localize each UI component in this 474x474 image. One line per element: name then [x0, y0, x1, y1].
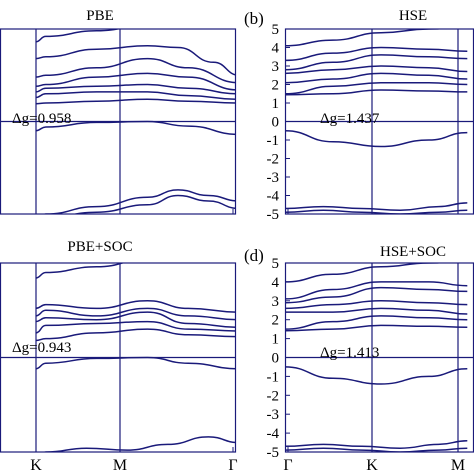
panel-d-gap-label: Δg=1.413	[320, 345, 379, 361]
panel-d-xtick-label: K	[366, 457, 378, 474]
panel-c-title: PBE+SOC	[67, 239, 132, 255]
panel-c-band-2	[35, 307, 236, 321]
panel-a-band-8	[42, 189, 236, 214]
panel-a-band-6	[35, 98, 236, 105]
panel-b-band-1	[285, 46, 468, 62]
panel-c-xtick-label: K	[30, 457, 42, 474]
panel-b-title: HSE	[399, 8, 427, 24]
panel-label-d: (d)	[244, 246, 264, 265]
panel-c-band-5	[35, 328, 236, 342]
panel-d-band-4	[285, 307, 468, 315]
panel-c-gap-label: Δg=0.943	[12, 340, 71, 356]
panel-b-band-5	[285, 81, 468, 95]
panel-b-gap-label: Δg=1.437	[320, 111, 380, 127]
panel-b-ytick-label: 5	[272, 22, 280, 38]
panel-c-band-7	[42, 436, 236, 452]
panel-d-band-5	[285, 315, 468, 330]
panel-a-band-2	[35, 57, 236, 84]
panel-c-band-0	[35, 263, 125, 279]
panel-b-band-4	[285, 72, 468, 84]
panel-d-ytick-label: -3	[267, 407, 280, 423]
panel-a-band-5	[35, 91, 236, 100]
panel-d-xtick-label: M	[451, 457, 465, 474]
panel-b-ytick-label: 4	[272, 41, 280, 57]
panel-b-ytick-label: 2	[272, 78, 280, 94]
panel-d-ytick-label: -5	[267, 445, 280, 461]
panel-d-band-2	[285, 286, 468, 304]
panel-a-gap-label: Δg=0.958	[12, 111, 71, 127]
panel-b-ytick-label: -4	[267, 189, 280, 205]
panel-b-ytick-label: -3	[267, 170, 280, 186]
panel-b-ytick-label: -5	[267, 207, 280, 223]
panel-a-band-7	[35, 120, 236, 136]
panel-a-band-1	[35, 44, 236, 76]
panel-d-ytick-label: 2	[272, 313, 280, 329]
panel-b-ytick-label: -2	[267, 152, 280, 168]
panel-d-ytick-label: -1	[267, 369, 280, 385]
panel-d-ytick-label: 5	[272, 256, 280, 272]
panel-c-band-4	[35, 320, 236, 334]
panel-b-ytick-label: -1	[267, 133, 280, 149]
panel-d-band-0	[285, 263, 447, 283]
panel-d-ytick-label: -2	[267, 388, 280, 404]
panel-b-band-2	[285, 54, 468, 71]
panel-d-ytick-label: 1	[272, 332, 280, 348]
panel-d-band-6	[285, 324, 468, 332]
panel-c-xtick-label: Γ	[228, 457, 237, 474]
panel-c-xtick-label: M	[113, 457, 127, 474]
panel-a-band-0	[35, 29, 122, 43]
panel-b-band-9	[285, 209, 468, 214]
panel-b-ytick-label: 3	[272, 59, 280, 75]
panel-d-band-8	[285, 439, 468, 449]
panel-a-band-3	[35, 72, 236, 91]
panel-b-ytick-label: 0	[272, 115, 280, 131]
panel-b-band-0	[285, 29, 447, 47]
panel-d-ytick-label: 3	[272, 294, 280, 310]
panel-b-band-8	[285, 202, 468, 212]
panel-a-band-9	[72, 194, 236, 214]
panel-b-band-3	[285, 65, 468, 75]
panel-d-band-7	[285, 366, 468, 385]
panel-a-title: PBE	[86, 8, 114, 24]
panel-c-band-3	[35, 311, 236, 328]
panel-d-title: HSE+SOC	[380, 244, 446, 260]
panel-d-band-9	[285, 447, 468, 452]
panel-b-band-7	[285, 130, 468, 148]
panel-b-ytick-label: 1	[272, 96, 280, 112]
panel-d-xtick-label: Γ	[283, 457, 292, 474]
panel-a-band-4	[35, 83, 236, 95]
panel-d-ytick-label: -4	[267, 426, 280, 442]
panel-c-band-6	[35, 356, 236, 370]
panel-b-band-6	[285, 89, 468, 96]
panel-c-band-1	[35, 300, 236, 313]
panel-label-b: (b)	[244, 9, 264, 28]
panel-d-band-3	[285, 300, 468, 310]
panel-d-band-1	[285, 281, 468, 300]
panel-d-ytick-label: 4	[272, 275, 280, 291]
panel-d-ytick-label: 0	[272, 351, 280, 367]
